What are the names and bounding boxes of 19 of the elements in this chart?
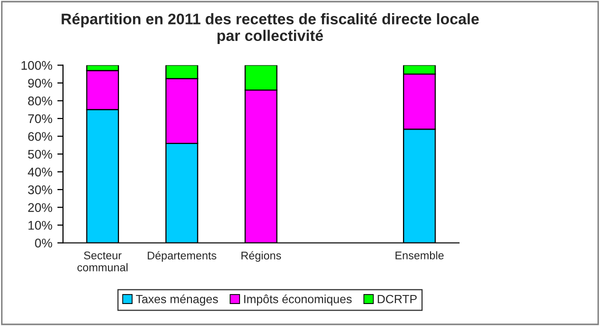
y-tick-label: 80% [28,96,52,106]
y-tick-label: 20% [28,203,52,212]
legend-label: DCRTP [378,294,417,304]
y-tick-label: 0% [35,238,52,248]
y-tick-label: 50% [28,150,52,159]
y-tick-label: 60% [28,132,52,141]
x-tick-label: Régions [242,251,281,262]
legend-label: Impôts économiques [244,294,352,306]
y-tick-label: 30% [28,185,52,194]
y-tick-label: 100% [22,61,52,70]
y-tick-label: 90% [28,78,52,88]
legend-label: Taxes ménages [136,294,218,306]
y-tick-label: 70% [28,114,52,124]
y-tick-label: 10% [28,220,52,230]
chart-title: Répartition en 2011 des recettes de fiscalité directe locale par collectivité [62,13,479,44]
x-tick-label: Départements [148,251,216,262]
x-tick-label: Ensemble [396,251,444,260]
y-tick-label: 40% [28,168,52,176]
x-tick-label: Secteur communal [77,251,128,272]
